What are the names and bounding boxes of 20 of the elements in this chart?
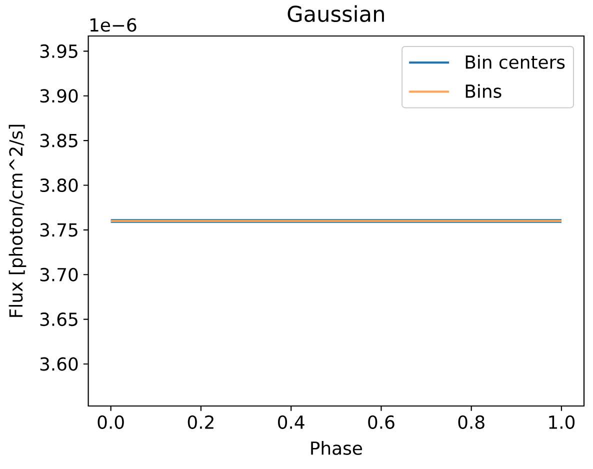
y-tick-label: 3.85 <box>40 134 78 148</box>
x-tick-label: 0.8 <box>458 415 484 429</box>
legend-label: Bins <box>466 84 502 98</box>
x-tick-label: 0.0 <box>98 415 124 429</box>
y-tick-label: 3.60 <box>40 357 78 371</box>
y-tick-label: 3.80 <box>40 178 78 192</box>
y-tick-label: 3.95 <box>40 44 78 58</box>
y-tick-label: 3.90 <box>40 89 78 103</box>
y-tick-label: 3.70 <box>40 268 78 282</box>
y-tick-label: 3.65 <box>40 312 78 326</box>
x-tick-label: 0.2 <box>188 415 214 429</box>
x-tick-label: 0.6 <box>368 415 394 429</box>
y-tick-label: 3.75 <box>40 223 78 237</box>
legend-label: Bin centers <box>466 54 565 69</box>
text: 1e−6 <box>90 18 136 32</box>
x-tick-label: 1.0 <box>549 415 575 429</box>
y-axis-title: Flux [photon/cm^2/s] <box>8 124 26 317</box>
x-tick-label: 0.4 <box>278 415 304 429</box>
x-axis-title: Phase <box>311 441 362 455</box>
chart-title: Gaussian <box>288 5 384 22</box>
